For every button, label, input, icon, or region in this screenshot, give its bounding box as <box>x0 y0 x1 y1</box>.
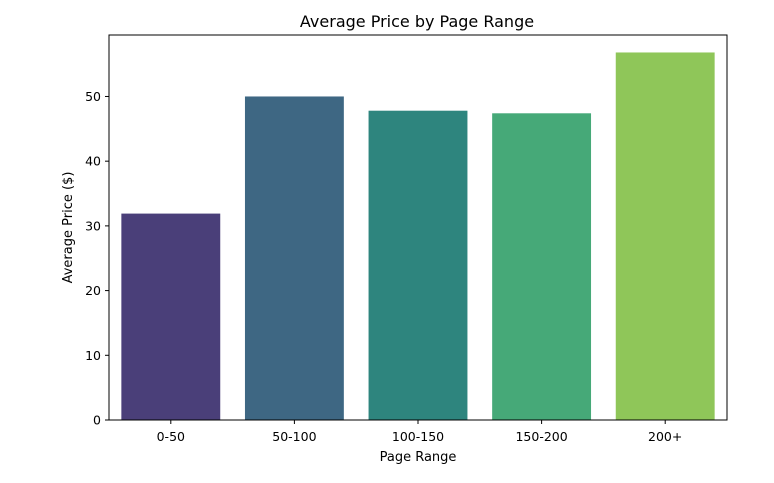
x-tick-label: 200+ <box>648 429 682 444</box>
x-tick-label: 0-50 <box>157 429 185 444</box>
y-axis-label: Average Price ($) <box>61 172 76 284</box>
x-axis-ticks: 0-50 50-100 100-150 150-200 200+ <box>157 420 682 444</box>
chart-title: Average Price by Page Range <box>300 12 534 31</box>
x-tick-label: 100-150 <box>392 429 444 444</box>
y-axis-ticks: 0 10 20 30 40 50 <box>85 89 109 428</box>
y-tick-label: 40 <box>85 154 101 169</box>
y-tick-label: 30 <box>85 218 101 233</box>
bar-200+ <box>615 52 715 421</box>
x-axis-label: Page Range <box>380 450 457 465</box>
y-tick-label: 10 <box>85 348 101 363</box>
bar-50-100 <box>244 96 344 421</box>
y-tick-label: 20 <box>85 283 101 298</box>
bar-150-200 <box>492 113 592 420</box>
bars-group <box>121 52 715 421</box>
bar-0-50 <box>121 213 221 420</box>
y-tick-label: 0 <box>93 413 101 428</box>
x-tick-label: 50-100 <box>272 429 316 444</box>
bar-100-150 <box>368 110 468 421</box>
x-tick-label: 150-200 <box>515 429 567 444</box>
y-tick-label: 50 <box>85 89 101 104</box>
